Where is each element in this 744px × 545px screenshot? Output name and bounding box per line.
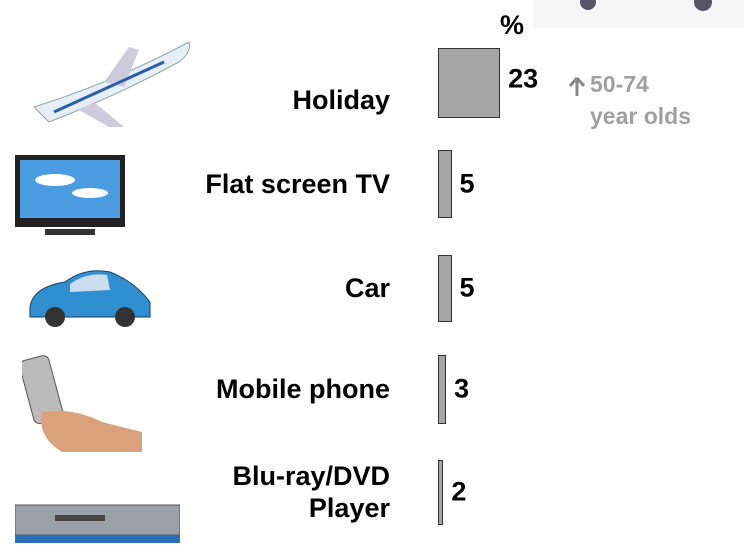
value-label: 3 — [454, 373, 470, 404]
value-label: 5 — [459, 272, 475, 303]
value-label: 23 — [508, 63, 539, 94]
value-label: 2 — [451, 476, 467, 507]
bar — [438, 48, 501, 118]
tv-image — [15, 155, 125, 235]
plane-image — [33, 41, 190, 127]
bar — [438, 459, 444, 525]
bar — [438, 150, 452, 218]
category-label: Flat screen TV — [205, 169, 390, 199]
value-label: 5 — [459, 168, 475, 199]
bar — [438, 354, 447, 424]
top-image — [533, 0, 744, 28]
annotation: 50-74 year olds — [590, 71, 691, 129]
category-label: Blu-ray/DVD Player — [232, 461, 390, 523]
unit-label: % — [500, 10, 525, 40]
category-label: Holiday — [292, 85, 390, 115]
player-image — [15, 504, 180, 543]
category-label: Mobile phone — [216, 374, 390, 404]
car-image — [29, 270, 151, 327]
bar — [438, 254, 452, 322]
phone-image — [22, 355, 142, 452]
up-arrow — [568, 77, 586, 96]
category-label: Car — [344, 273, 390, 303]
